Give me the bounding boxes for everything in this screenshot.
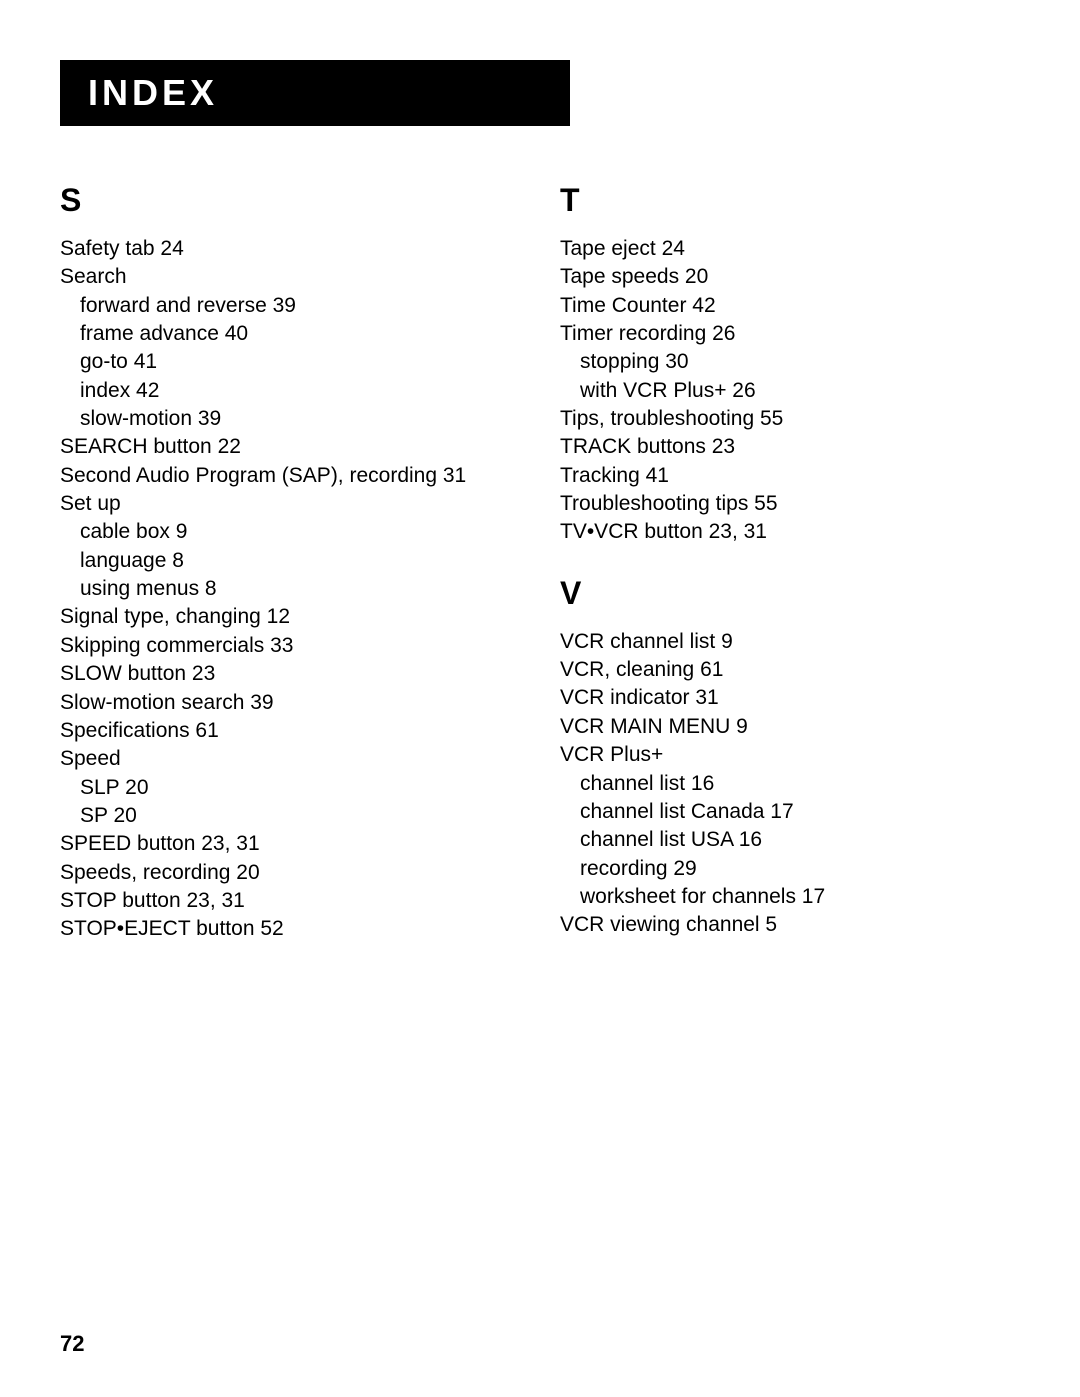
index-entry: Tips, troubleshooting 55 xyxy=(560,405,1020,433)
section-letter: T xyxy=(560,182,1020,219)
index-entry: SLOW button 23 xyxy=(60,660,520,688)
index-entry: Set up xyxy=(60,490,520,518)
index-entry: TRACK buttons 23 xyxy=(560,433,1020,461)
index-entry: VCR indicator 31 xyxy=(560,684,1020,712)
index-column: T Tape eject 24Tape speeds 20Time Counter… xyxy=(560,182,1020,944)
index-entry: Safety tab 24 xyxy=(60,235,520,263)
index-column: S Safety tab 24Searchforward and reverse … xyxy=(60,182,520,944)
index-entry: channel list 16 xyxy=(560,770,1020,798)
index-entry: slow-motion 39 xyxy=(60,405,520,433)
section-letter: S xyxy=(60,182,520,219)
index-entry: using menus 8 xyxy=(60,575,520,603)
index-header: INDEX xyxy=(60,60,570,126)
index-entry: Search xyxy=(60,263,520,291)
index-entry: cable box 9 xyxy=(60,518,520,546)
index-entry: STOP button 23, 31 xyxy=(60,887,520,915)
index-section: S Safety tab 24Searchforward and reverse … xyxy=(60,182,520,944)
index-entry: forward and reverse 39 xyxy=(60,292,520,320)
index-entry: Tape speeds 20 xyxy=(560,263,1020,291)
index-entry: Timer recording 26 xyxy=(560,320,1020,348)
index-entry: Tape eject 24 xyxy=(560,235,1020,263)
index-entry: VCR MAIN MENU 9 xyxy=(560,713,1020,741)
page-number: 72 xyxy=(60,1331,84,1357)
index-entry: Signal type, changing 12 xyxy=(60,603,520,631)
index-entry: go-to 41 xyxy=(60,348,520,376)
index-section: T Tape eject 24Tape speeds 20Time Counter… xyxy=(560,182,1020,547)
index-entry: VCR channel list 9 xyxy=(560,628,1020,656)
index-entry: Speed xyxy=(60,745,520,773)
index-entry: recording 29 xyxy=(560,855,1020,883)
index-entry: VCR, cleaning 61 xyxy=(560,656,1020,684)
index-entry: Slow-motion search 39 xyxy=(60,689,520,717)
index-entry: channel list USA 16 xyxy=(560,826,1020,854)
index-entry: SEARCH button 22 xyxy=(60,433,520,461)
index-entry: Skipping commercials 33 xyxy=(60,632,520,660)
index-entry: VCR viewing channel 5 xyxy=(560,911,1020,939)
index-entry: Time Counter 42 xyxy=(560,292,1020,320)
section-letter: V xyxy=(560,575,1020,612)
index-entry: SPEED button 23, 31 xyxy=(60,830,520,858)
index-entry: SP 20 xyxy=(60,802,520,830)
index-entry: Second Audio Program (SAP), recording 31 xyxy=(60,462,520,490)
index-entry: language 8 xyxy=(60,547,520,575)
index-entry: Troubleshooting tips 55 xyxy=(560,490,1020,518)
index-entry: Tracking 41 xyxy=(560,462,1020,490)
index-entry: frame advance 40 xyxy=(60,320,520,348)
index-entry: with VCR Plus+ 26 xyxy=(560,377,1020,405)
index-columns: S Safety tab 24Searchforward and reverse … xyxy=(60,182,1020,944)
index-entry: Speeds, recording 20 xyxy=(60,859,520,887)
index-section: V VCR channel list 9VCR, cleaning 61VCR i… xyxy=(560,575,1020,940)
index-entry: Specifications 61 xyxy=(60,717,520,745)
index-entry: VCR Plus+ xyxy=(560,741,1020,769)
index-entry: STOP•EJECT button 52 xyxy=(60,915,520,943)
index-entry: SLP 20 xyxy=(60,774,520,802)
index-entry: index 42 xyxy=(60,377,520,405)
index-entry: TV•VCR button 23, 31 xyxy=(560,518,1020,546)
index-entry: worksheet for channels 17 xyxy=(560,883,1020,911)
index-entry: channel list Canada 17 xyxy=(560,798,1020,826)
index-entry: stopping 30 xyxy=(560,348,1020,376)
